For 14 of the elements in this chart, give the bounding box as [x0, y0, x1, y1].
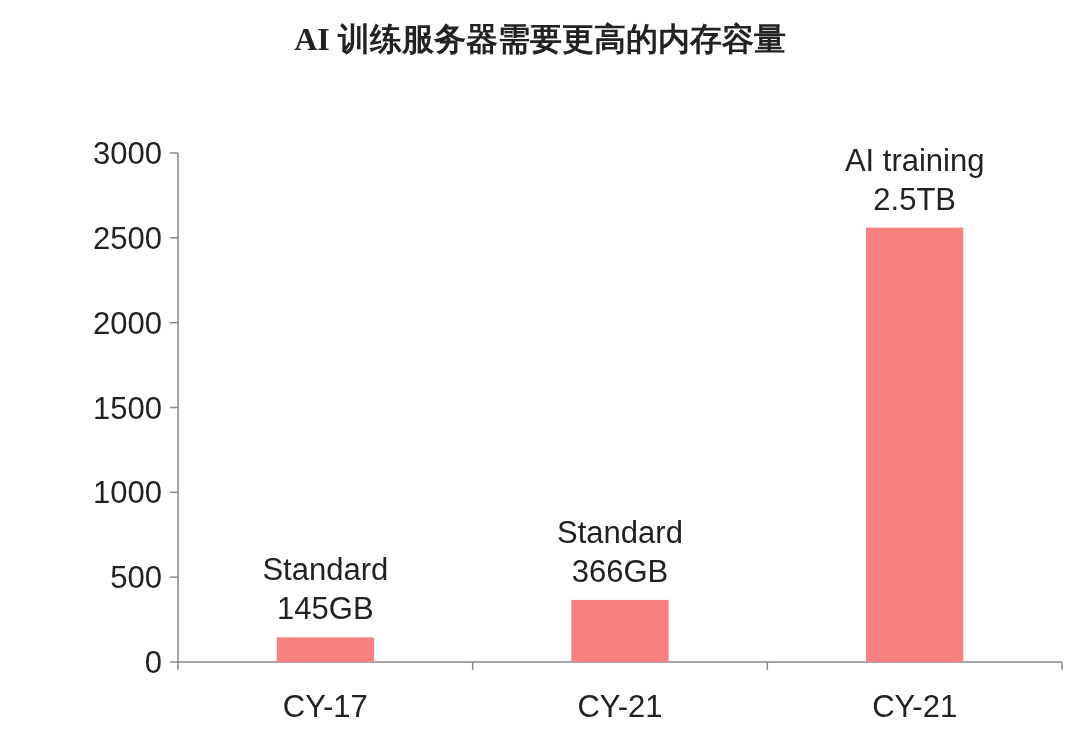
data-label: AI training 2.5TB [844, 142, 985, 217]
x-tick-label: CY-21 [577, 689, 663, 724]
y-tick-label: 2500 [93, 220, 162, 256]
y-tick-label: 3000 [93, 136, 162, 171]
data-label: Standard 366GB [557, 514, 683, 589]
title: AI 训练服务器需要更高的内存容量 [294, 21, 786, 57]
y-tick-label: 1000 [93, 475, 162, 511]
y-tick-label: 1500 [93, 390, 162, 426]
x-tick-label: CY-17 [282, 689, 368, 724]
y-tick-label: 2000 [93, 305, 162, 341]
data-label: Standard 145GB [262, 552, 389, 627]
x-tick-label: CY-21 [872, 689, 958, 724]
y-tick-label: 500 [110, 560, 162, 596]
y-tick-label: 0 [144, 645, 162, 680]
